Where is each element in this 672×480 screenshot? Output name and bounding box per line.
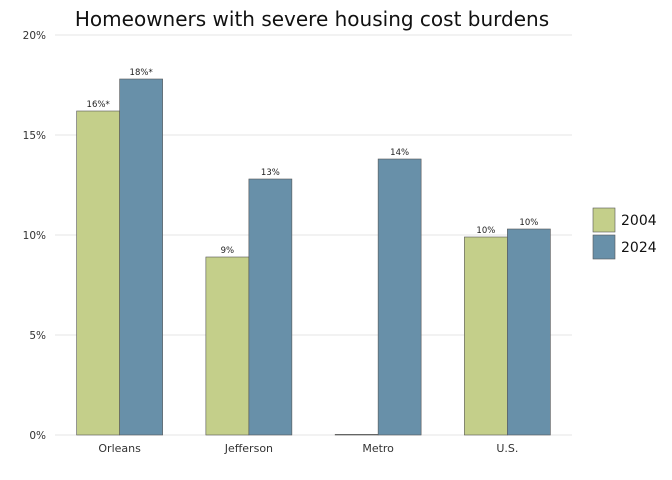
y-tick-label: 5% (29, 330, 46, 342)
x-category-label: Jefferson (224, 442, 273, 455)
bar-value-label: 16%* (87, 100, 110, 110)
x-axis-categories: Orleans Jefferson Metro U.S. (98, 442, 518, 455)
y-tick-label: 15% (23, 130, 46, 142)
bar-2024-jefferson (248, 178, 293, 436)
y-tick-label: 20% (23, 30, 46, 42)
y-tick-label: 10% (23, 230, 46, 242)
bar-value-label: 13% (261, 168, 280, 178)
legend-swatch-2004 (592, 207, 616, 233)
bar-2024-us (507, 228, 551, 436)
legend: 2004 2024 (592, 207, 657, 260)
bar-value-labels: 16%* 18%* 9% 13% 14% 10% 10% (87, 68, 539, 256)
legend-swatch-2024 (592, 234, 616, 260)
chart-title: Homeowners with severe housing cost burd… (75, 7, 549, 31)
x-category-label: U.S. (496, 442, 518, 455)
bar-value-label: 18%* (130, 68, 153, 78)
legend-label: 2024 (621, 240, 657, 256)
y-axis-ticks: 0% 5% 10% 15% 20% (23, 30, 46, 442)
bars (76, 78, 551, 436)
x-category-label: Orleans (98, 442, 141, 455)
bar-value-label: 14% (390, 148, 409, 158)
bar-2004-jefferson (205, 256, 250, 436)
bar-2004-us (464, 236, 508, 436)
x-category-label: Metro (362, 442, 394, 455)
bar-value-label: 10% (476, 226, 495, 236)
bar-2004-orleans (76, 110, 120, 436)
bar-2004-metro (334, 434, 379, 436)
bar-value-label: 10% (519, 218, 538, 228)
y-tick-label: 0% (29, 430, 46, 442)
legend-label: 2004 (621, 213, 657, 229)
bar-2024-metro (377, 158, 422, 436)
bar-value-label: 9% (221, 246, 235, 256)
bar-2024-orleans (119, 78, 163, 436)
